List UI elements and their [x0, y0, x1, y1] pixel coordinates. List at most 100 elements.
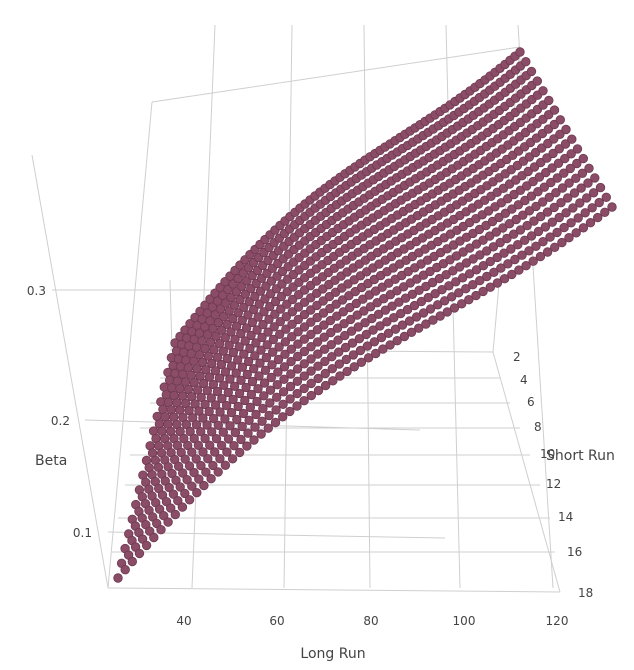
data-point: [299, 334, 310, 344]
data-point: [226, 361, 237, 371]
data-point: [216, 359, 227, 370]
data-point: [404, 316, 415, 326]
data-point: [206, 427, 217, 437]
data-point: [328, 376, 338, 386]
data-point: [475, 275, 485, 286]
data-point: [471, 265, 482, 275]
data-point: [378, 344, 388, 354]
data-point: [590, 173, 600, 183]
data-point: [513, 239, 523, 250]
data-point: [265, 398, 275, 408]
data-point: [165, 503, 176, 513]
data-point: [313, 373, 323, 384]
data-point: [373, 309, 384, 320]
data-point: [260, 365, 271, 376]
data-point: [134, 548, 145, 559]
data-point: [540, 222, 551, 232]
data-point: [196, 460, 206, 471]
data-point: [278, 399, 288, 410]
data-point: [250, 351, 260, 361]
data-point: [113, 573, 123, 583]
data-point: [601, 192, 612, 203]
data-point: [576, 183, 586, 193]
data-point: [242, 369, 253, 380]
data-point: [228, 313, 238, 324]
data-point: [255, 358, 265, 368]
data-point: [504, 218, 515, 229]
data-point: [478, 235, 488, 245]
data-point: [564, 232, 574, 243]
data-point: [533, 186, 543, 197]
data-point: [204, 406, 214, 417]
data-point: [200, 433, 210, 444]
data-point: [353, 322, 364, 332]
data-point: [214, 339, 225, 349]
data-point: [547, 163, 557, 173]
data-point: [184, 461, 195, 471]
data-point: [206, 474, 216, 484]
data-point: [554, 144, 565, 154]
data-point: [229, 441, 239, 451]
data-point: [556, 197, 566, 208]
data-point: [396, 308, 406, 319]
data-point: [215, 407, 225, 417]
data-point: [359, 306, 369, 316]
grid-line: [31, 154, 109, 589]
data-point: [583, 178, 593, 188]
data-point: [270, 309, 280, 319]
data-point: [522, 220, 532, 231]
data-point: [332, 311, 342, 321]
data-point: [578, 153, 589, 164]
data-point: [433, 300, 443, 310]
data-point: [458, 273, 468, 283]
data-point: [275, 317, 286, 327]
data-point: [299, 309, 310, 320]
data-point: [440, 296, 450, 306]
data-point: [246, 330, 256, 341]
data-point: [204, 440, 215, 451]
data-point: [457, 299, 467, 309]
data-point: [331, 299, 341, 309]
data-point: [237, 315, 248, 326]
data-point: [382, 317, 392, 327]
data-point: [236, 434, 246, 445]
data-point: [485, 256, 496, 267]
data-point: [215, 304, 226, 314]
data-point: [471, 290, 481, 301]
data-point: [299, 383, 309, 394]
data-point: [406, 327, 417, 338]
data-point: [347, 338, 358, 348]
data-point: [280, 337, 291, 347]
data-point: [542, 247, 553, 257]
y-tick-label: 12: [546, 477, 561, 491]
data-point: [341, 354, 352, 365]
data-point: [554, 212, 564, 223]
data-point: [594, 197, 604, 208]
data-point: [224, 340, 234, 350]
data-point: [595, 182, 606, 193]
data-point: [217, 393, 227, 404]
z-axis-tick-labels: 0.1 0.2 0.3: [27, 284, 92, 540]
data-point: [273, 367, 283, 377]
data-point: [246, 389, 257, 400]
data-point: [209, 447, 220, 457]
data-point: [327, 352, 337, 362]
data-point: [573, 213, 583, 223]
data-point: [292, 364, 303, 374]
grid-line: [169, 279, 173, 351]
data-point: [482, 271, 492, 282]
data-point: [411, 312, 422, 322]
data-point: [231, 321, 242, 331]
data-point: [365, 302, 376, 312]
data-point: [600, 207, 610, 218]
data-point: [286, 344, 297, 354]
data-point: [263, 423, 274, 433]
data-point: [320, 368, 331, 379]
data-point: [211, 331, 221, 341]
data-point: [524, 246, 534, 256]
data-point: [491, 227, 502, 237]
data-point: [220, 333, 231, 343]
data-point: [524, 206, 535, 216]
data-point: [334, 359, 345, 369]
data-point: [306, 329, 316, 340]
